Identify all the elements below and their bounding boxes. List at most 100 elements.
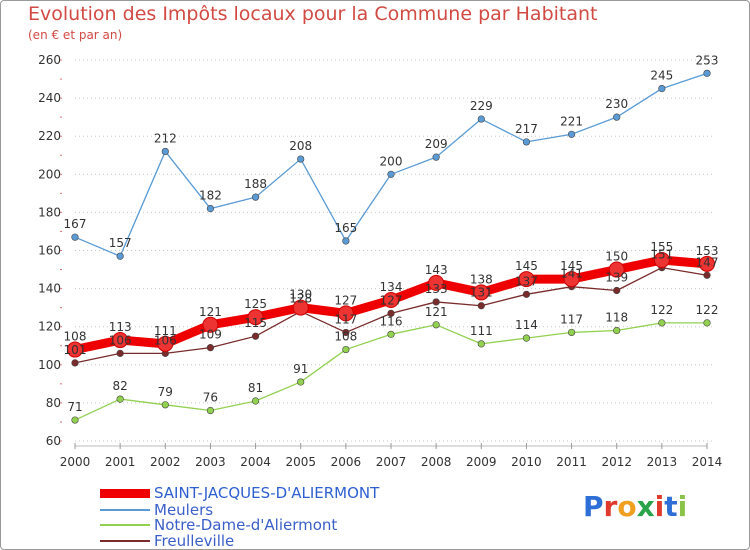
data-point: [67, 341, 83, 358]
data-point: [567, 130, 576, 138]
legend-label: Notre-Dame-d'Aliermont: [154, 516, 338, 534]
data-point: [251, 397, 260, 405]
data-point: [71, 233, 79, 241]
data-label: 155: [650, 240, 673, 254]
data-point: [116, 252, 124, 260]
data-point: [477, 340, 485, 348]
data-label: 101: [64, 343, 87, 357]
logo-letter: P: [583, 490, 604, 523]
data-point: [342, 328, 350, 337]
legend-label: Freulleville: [154, 532, 235, 550]
data-label: 125: [244, 297, 267, 311]
data-point: [613, 286, 621, 295]
data-point: [432, 153, 440, 161]
data-point: [477, 115, 485, 123]
data-label: 111: [470, 324, 493, 338]
x-tick-label: 2007: [376, 455, 407, 469]
data-point: [71, 416, 79, 424]
y-tick-label: 200: [38, 167, 61, 181]
data-label: 81: [248, 381, 263, 395]
x-tick-label: 2006: [331, 455, 362, 469]
legend-item: Notre-Dame-d'Aliermont: [100, 516, 337, 534]
legend-swatch: [100, 488, 150, 498]
data-point: [297, 378, 305, 386]
x-tick-label: 2010: [511, 455, 542, 469]
legend-label: Meulers: [154, 501, 214, 519]
data-point: [563, 271, 580, 288]
x-tick-label: 2012: [601, 455, 632, 469]
data-point: [202, 316, 219, 333]
legend-item: Freulleville: [100, 532, 234, 550]
chart-subtitle: (en € et par an): [28, 28, 123, 42]
logo-letter: x: [636, 490, 655, 523]
y-tick-label: 160: [38, 244, 61, 258]
data-label: 106: [154, 333, 177, 347]
data-label: 122: [696, 303, 719, 317]
y-tick-label: 220: [38, 129, 61, 143]
data-label: 111: [154, 324, 177, 338]
data-point: [387, 170, 395, 178]
data-label: 121: [425, 305, 448, 319]
data-point: [251, 332, 260, 340]
legend-swatch: [100, 509, 150, 511]
data-point: [613, 326, 621, 335]
x-tick-label: 2001: [105, 455, 136, 469]
data-point: [387, 309, 395, 317]
data-label: 143: [425, 263, 448, 277]
legend-item: SAINT-JACQUES-D'ALIERMONT: [100, 484, 379, 502]
data-point: [247, 309, 264, 326]
proxiti-logo: Proxiti: [583, 490, 687, 523]
data-point: [658, 84, 666, 93]
data-label: 245: [650, 69, 673, 83]
data-point: [428, 274, 445, 291]
data-label: 106: [109, 333, 132, 347]
data-label: 182: [199, 189, 222, 203]
data-label: 134: [380, 280, 403, 294]
data-label: 145: [515, 259, 538, 273]
data-label: 151: [650, 248, 673, 262]
data-label: 121: [199, 305, 222, 319]
legend-swatch: [100, 540, 150, 542]
x-tick-label: 2000: [60, 455, 91, 469]
y-tick-label: 260: [38, 53, 61, 67]
data-point: [71, 359, 79, 367]
data-point: [292, 299, 309, 316]
data-label: 117: [334, 312, 357, 326]
data-label: 79: [158, 385, 173, 399]
data-point: [337, 305, 354, 322]
y-tick-label: 80: [46, 396, 61, 410]
data-point: [699, 255, 715, 272]
data-label: 114: [515, 318, 538, 332]
y-tick-label: 60: [46, 434, 61, 448]
logo-letter: i: [677, 490, 688, 523]
data-label: 137: [515, 274, 538, 288]
legend-swatch: [100, 524, 150, 526]
data-point: [522, 334, 531, 342]
data-label: 212: [154, 131, 177, 145]
logo-letter: t: [664, 490, 678, 523]
data-point: [161, 147, 169, 156]
data-label: 139: [605, 271, 628, 285]
data-label: 127: [334, 293, 357, 307]
data-point: [206, 204, 215, 213]
data-label: 230: [605, 97, 628, 111]
y-tick-label: 100: [38, 358, 61, 372]
data-point: [112, 332, 129, 349]
legend-label: SAINT-JACQUES-D'ALIERMONT: [154, 484, 380, 502]
data-point: [522, 290, 531, 298]
data-label: 131: [470, 286, 493, 300]
data-point: [608, 261, 625, 278]
data-point: [703, 319, 711, 327]
data-point: [613, 113, 621, 121]
data-point: [703, 271, 711, 279]
data-label: 133: [425, 282, 448, 296]
data-label: 127: [380, 293, 403, 307]
data-label: 208: [289, 139, 312, 153]
data-label: 157: [109, 236, 132, 250]
data-point: [342, 237, 350, 245]
data-point: [297, 155, 305, 163]
logo-letter: i: [654, 490, 665, 523]
data-point: [518, 271, 535, 288]
data-point: [387, 330, 395, 338]
